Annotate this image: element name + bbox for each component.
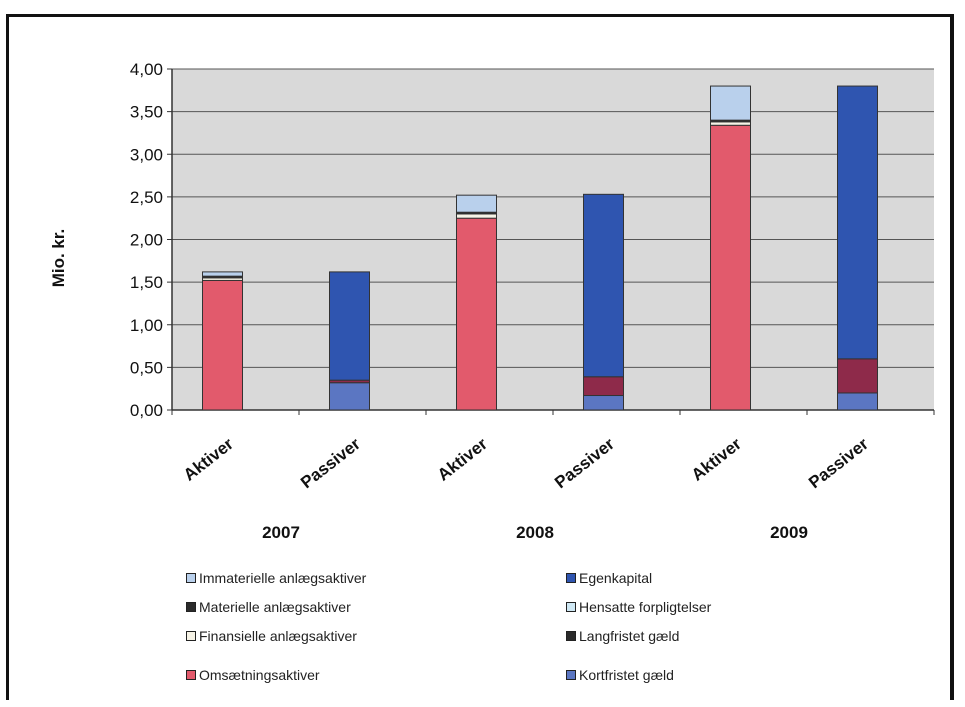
bar-segment [583,395,624,411]
legend-label: Langfristet gæld [579,628,680,644]
bar-segment [837,85,878,360]
legend-label: Egenkapital [579,570,653,586]
x-group-label: 2009 [770,523,808,542]
bar-segment [329,382,370,411]
y-tick-label: 0,00 [130,401,163,420]
legend-swatch [186,631,196,641]
bar-segment [583,193,624,378]
bar-segment [202,271,243,277]
y-tick-label: 0,50 [130,358,163,377]
bar-segment [710,124,751,411]
legend-swatch [566,670,576,680]
legend-swatch [566,573,576,583]
bar-segment [329,271,370,381]
legend-label: Finansielle anlægsaktiver [199,628,357,644]
bar-segment [837,358,878,394]
y-tick-label: 1,50 [130,273,163,292]
y-tick-label: 3,50 [130,103,163,122]
legend-swatch [566,631,576,641]
x-category-label: Passiver [805,434,872,492]
bar-segment [837,392,878,411]
chart-frame [6,14,954,700]
legend-right-2: Langfristet gæld [566,628,679,644]
y-tick-label: 2,00 [130,231,163,250]
legend-right-0: Egenkapital [566,570,652,586]
legend-label: Materielle anlægsaktiver [199,599,351,615]
bar-segment [456,217,497,411]
bar-segment [583,376,624,397]
y-tick-label: 1,00 [130,316,163,335]
legend-left-1: Materielle anlægsaktiver [186,599,351,615]
x-group-label: 2008 [516,523,554,542]
legend-left-2: Finansielle anlægsaktiver [186,628,357,644]
bar-segment [202,279,243,411]
y-tick-label: 2,50 [130,188,163,207]
bar-segment [456,213,497,219]
x-group-label: 2007 [262,523,300,542]
bar-segment [710,121,751,126]
legend-left-0: Immaterielle anlægsaktiver [186,570,366,586]
legend-swatch [566,602,576,612]
legend-right-1: Hensatte forpligtelser [566,599,711,615]
bar-segment [456,194,497,213]
x-category-label: Passiver [551,434,618,492]
legend-swatch [186,670,196,680]
legend-label: Omsætningsaktiver [199,667,320,683]
bar-segment [710,85,751,121]
legend-label: Immaterielle anlægsaktiver [199,570,367,586]
legend-right-3: Kortfristet gæld [566,667,674,683]
y-tick-label: 4,00 [130,60,163,79]
y-tick-label: 3,00 [130,145,163,164]
y-axis-label: Mio. kr. [49,229,68,288]
x-category-label: Passiver [297,434,364,492]
x-category-label: Aktiver [688,434,745,485]
legend-left-3: Omsætningsaktiver [186,667,320,683]
x-category-label: Aktiver [434,434,491,485]
legend-label: Kortfristet gæld [579,667,674,683]
legend-label: Hensatte forpligtelser [579,599,712,615]
legend-swatch [186,602,196,612]
x-category-label: Aktiver [180,434,237,485]
legend-swatch [186,573,196,583]
